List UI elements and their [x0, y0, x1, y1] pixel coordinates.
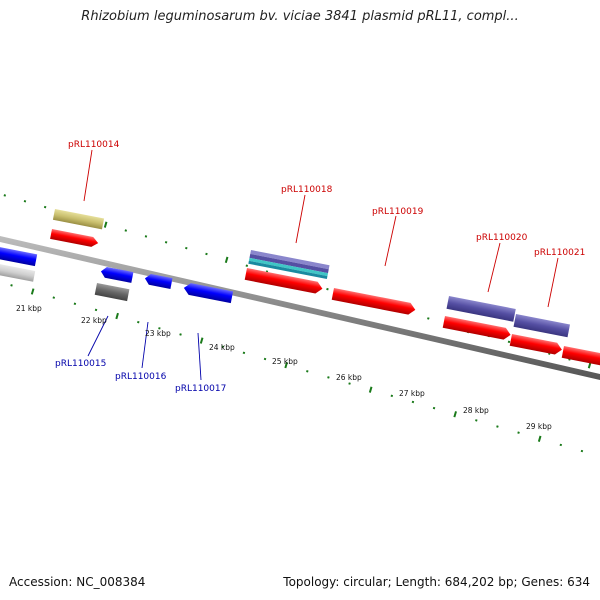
- gene-labels: pRL110014 pRL110018 pRL110019 pRL110020 …: [55, 140, 585, 394]
- gene-blue-partial-left[interactable]: [0, 246, 38, 267]
- feature-darkgrey[interactable]: [94, 283, 130, 302]
- gene-label-prl110015[interactable]: pRL110015: [55, 359, 106, 369]
- feature-khaki[interactable]: [52, 209, 105, 230]
- scale-label-25: 25 kbp: [272, 357, 298, 366]
- accession-text: Accession: NC_008384: [9, 575, 146, 589]
- gene-label-prl110021[interactable]: pRL110021: [534, 248, 585, 258]
- gene-label-prl110018[interactable]: pRL110018: [281, 185, 333, 195]
- gene-label-prl110019[interactable]: pRL110019: [372, 207, 424, 217]
- topology-stats-text: Topology: circular; Length: 684,202 bp; …: [283, 575, 590, 589]
- map-title: Rhizobium leguminosarum bv. viciae 3841 …: [81, 9, 519, 24]
- gene-red-partial[interactable]: [561, 346, 600, 368]
- gene-prl110014-red[interactable]: [50, 229, 99, 248]
- scale-label-26: 26 kbp: [336, 373, 362, 382]
- gene-prl110018-red[interactable]: [244, 268, 324, 295]
- scale-labels: 21 kbp 22 kbp 23 kbp 24 kbp 25 kbp 26 kb…: [16, 304, 552, 431]
- scale-label-22: 22 kbp: [81, 316, 107, 325]
- scale-label-23: 23 kbp: [145, 329, 171, 338]
- gene-prl110016-blue[interactable]: [144, 273, 173, 289]
- gene-label-prl110014[interactable]: pRL110014: [68, 140, 120, 150]
- scale-label-21: 21 kbp: [16, 304, 42, 313]
- backbone: [0, 236, 600, 380]
- gene-prl110021-red[interactable]: [509, 334, 563, 356]
- gene-prl110019-red[interactable]: [331, 288, 417, 316]
- feature-purple-prl110021[interactable]: [513, 314, 570, 338]
- reverse-gene-track: [0, 246, 234, 304]
- scale-label-28: 28 kbp: [463, 406, 489, 415]
- inner-tick-track: [10, 284, 584, 453]
- gene-label-prl110016[interactable]: pRL110016: [115, 372, 167, 382]
- gene-label-prl110020[interactable]: pRL110020: [476, 233, 528, 243]
- gene-prl110015-blue[interactable]: [100, 266, 134, 283]
- gene-label-prl110017[interactable]: pRL110017: [175, 384, 226, 394]
- scale-label-27: 27 kbp: [399, 389, 425, 398]
- gene-prl110020-red[interactable]: [442, 316, 512, 341]
- gene-prl110017-blue[interactable]: [183, 282, 234, 304]
- callout-lines: [83, 149, 559, 381]
- feature-stack-prl110018[interactable]: [248, 249, 330, 280]
- forward-gene-track: [50, 209, 600, 368]
- scale-label-29: 29 kbp: [526, 422, 552, 431]
- scale-label-24: 24 kbp: [209, 343, 235, 352]
- gene-grey-partial-left[interactable]: [0, 263, 36, 282]
- feature-purple-prl110020[interactable]: [446, 296, 516, 322]
